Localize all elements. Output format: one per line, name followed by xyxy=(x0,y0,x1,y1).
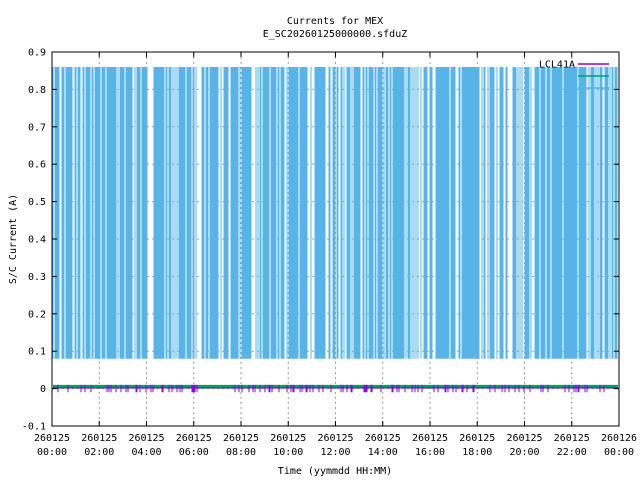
series-line-pulse xyxy=(52,67,618,359)
x-tick-date: 260125 xyxy=(412,433,448,444)
y-tick-label: 0.9 xyxy=(28,48,46,59)
x-tick-time: 16:00 xyxy=(415,447,445,458)
x-tick-date: 260125 xyxy=(459,433,495,444)
y-tick-label: 0.6 xyxy=(28,160,46,171)
x-tick-time: 00:00 xyxy=(604,447,634,458)
x-tick-time: 18:00 xyxy=(462,447,492,458)
x-axis: 260125 00:00 260125 02:00 260125 04:00 260125 0… xyxy=(34,52,637,458)
chart-subtitle: E_SC20260125000000.sfduZ xyxy=(263,29,408,40)
x-tick-time: 14:00 xyxy=(368,447,398,458)
y-axis-label: S/C Current (A) xyxy=(8,194,19,284)
y-tick-label: 0.4 xyxy=(28,235,46,246)
x-tick-time: 04:00 xyxy=(131,447,161,458)
x-tick-time: 10:00 xyxy=(273,447,303,458)
x-tick-date: 260125 xyxy=(34,433,70,444)
x-tick-date: 260125 xyxy=(365,433,401,444)
x-tick-time: 20:00 xyxy=(509,447,539,458)
x-tick-date: 260125 xyxy=(81,433,117,444)
x-tick-date: 260125 xyxy=(554,433,590,444)
x-tick-date: 260125 xyxy=(317,433,353,444)
x-axis-label: Time (yymmdd HH:MM) xyxy=(278,466,392,477)
legend: LCL41A xyxy=(539,60,609,89)
x-tick-time: 08:00 xyxy=(226,447,256,458)
legend-label: LCL41A xyxy=(539,60,575,71)
y-tick-label: 0.1 xyxy=(28,347,46,358)
series-line-lcl41a xyxy=(53,384,618,393)
x-tick-time: 12:00 xyxy=(320,447,350,458)
x-tick-time: 00:00 xyxy=(37,447,67,458)
x-tick-date: 260125 xyxy=(223,433,259,444)
x-tick-date: 260126 xyxy=(601,433,637,444)
chart-title: Currents for MEX xyxy=(287,16,383,27)
x-tick-time: 02:00 xyxy=(84,447,114,458)
x-tick-date: 260125 xyxy=(128,433,164,444)
x-tick-date: 260125 xyxy=(270,433,306,444)
y-tick-label: 0.5 xyxy=(28,197,46,208)
y-tick-label: 0.8 xyxy=(28,85,46,96)
x-tick-time: 06:00 xyxy=(179,447,209,458)
plot-series xyxy=(52,67,618,393)
y-tick-label: -0.1 xyxy=(22,422,46,433)
y-tick-label: 0.7 xyxy=(28,122,46,133)
x-tick-time: 22:00 xyxy=(557,447,587,458)
x-tick-date: 260125 xyxy=(176,433,212,444)
series-line-secondary xyxy=(53,384,618,389)
y-axis: -0.1 0 0.1 0.2 0.3 0.4 0.5 0.6 0.7 0.8 0.9 xyxy=(22,48,619,433)
y-tick-label: 0 xyxy=(40,384,46,395)
y-tick-label: 0.2 xyxy=(28,309,46,320)
x-tick-date: 260125 xyxy=(506,433,542,444)
y-tick-label: 0.3 xyxy=(28,272,46,283)
